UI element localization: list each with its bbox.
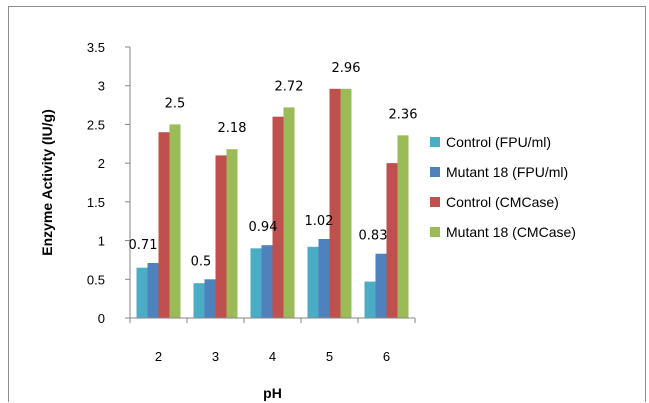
legend-label-2: Mutant 18 (FPU/ml)	[446, 164, 568, 180]
bar-1-3	[193, 283, 205, 318]
data-label: 0.83	[359, 229, 388, 244]
bar-2-4	[261, 245, 273, 318]
legend-swatch-4	[430, 227, 440, 237]
y-tick-label: 2.5	[87, 117, 105, 132]
x-tick-label: 6	[383, 349, 390, 364]
bar-1-4	[250, 248, 262, 318]
bar-2-2	[147, 263, 159, 318]
legend-label-4: Mutant 18 (CMCase)	[446, 224, 576, 240]
legend: Control (FPU/ml) Mutant 18 (FPU/ml) Contro…	[430, 134, 576, 240]
bar-3-3	[215, 155, 227, 318]
data-label: 2.18	[218, 121, 247, 136]
bars-group	[136, 88, 409, 319]
data-label: 2.72	[275, 79, 304, 94]
y-tick-label: 3.5	[87, 40, 105, 55]
data-label: 2.36	[389, 107, 418, 122]
bar-2-6	[375, 253, 387, 318]
bar-3-4	[272, 116, 284, 318]
bar-1-2	[136, 267, 148, 318]
y-tick-label: 3	[98, 79, 105, 94]
legend-label-3: Control (CMCase)	[446, 194, 559, 210]
y-tick-label: 0.5	[87, 272, 105, 287]
y-tick-label: 1	[98, 234, 105, 249]
x-tick-label: 2	[155, 349, 162, 364]
bar-1-6	[364, 281, 376, 318]
bar-4-6	[397, 135, 409, 318]
x-tick-label: 4	[269, 349, 276, 364]
bar-2-5	[318, 239, 330, 318]
data-labels-group: 0.71 0.5 0.94 1.02 0.83 2.5 2.18 2.72 2.96 2.36	[129, 61, 418, 269]
legend-swatch-2	[430, 167, 440, 177]
x-tick-label: 5	[326, 349, 333, 364]
axes-group: 0 0.5 1 1.5 2 2.5 3 3.5 2 3 4 5 6	[87, 40, 416, 364]
data-label: 0.71	[129, 238, 158, 253]
y-axis-title: Enzyme Activity (IU/g)	[39, 109, 55, 256]
y-tick-label: 0	[98, 311, 105, 326]
data-label: 2.5	[165, 96, 186, 111]
data-label: 0.5	[191, 254, 212, 269]
bar-3-5	[329, 88, 341, 318]
x-axis-title: pH	[263, 385, 282, 401]
data-label: 2.96	[332, 61, 361, 76]
y-tick-label: 1.5	[87, 195, 105, 210]
bar-4-5	[340, 88, 352, 318]
bar-3-2	[158, 132, 170, 318]
bar-4-2	[169, 124, 181, 319]
data-label: 1.02	[305, 214, 334, 229]
x-tick-label: 3	[212, 349, 219, 364]
y-tick-label: 2	[98, 156, 105, 171]
chart-frame	[8, 6, 646, 402]
legend-swatch-1	[430, 137, 440, 147]
bar-2-3	[204, 279, 216, 318]
legend-label-1: Control (FPU/ml)	[446, 134, 551, 150]
bar-1-5	[307, 246, 319, 318]
legend-swatch-3	[430, 197, 440, 207]
bar-4-4	[283, 107, 295, 319]
bar-4-3	[226, 149, 238, 318]
data-label: 0.94	[249, 220, 278, 235]
bar-3-6	[386, 163, 398, 318]
